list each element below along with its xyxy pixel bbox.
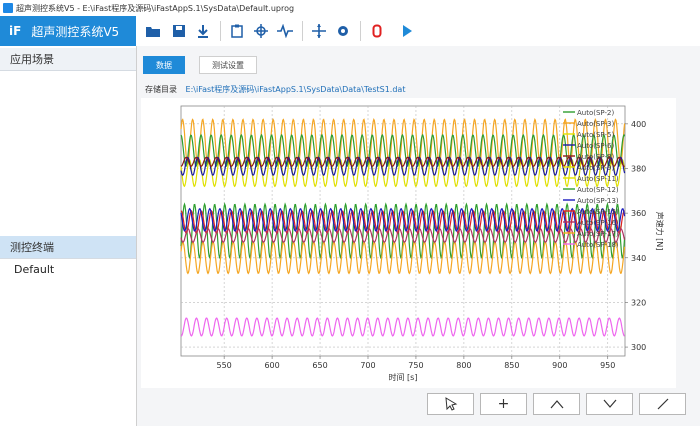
legend-entry: Auto(SP-11) [577, 175, 619, 183]
storage-dir-path[interactable]: E:\iFast程序及源码\iFastAppS.1\SysData\Data\T… [185, 85, 406, 94]
terminal-item-default[interactable]: Default [14, 263, 55, 276]
storage-dir-label: 存储目录 [145, 85, 177, 94]
chart-svg[interactable]: 550 600 650 700 750 800 850 900 950 300 320 340 360 3… [141, 98, 676, 388]
x-tick-label: 600 [264, 361, 279, 370]
series-line [180, 156, 626, 177]
scenes-header[interactable]: 应用场景 [0, 48, 136, 71]
y-axis-label: 声速力 [N] [655, 212, 665, 251]
app-brand: iF 超声测控系统V5 [0, 16, 136, 46]
x-tick-label: 700 [360, 361, 375, 370]
line-tool-button[interactable] [639, 393, 686, 415]
play-icon[interactable] [398, 22, 416, 40]
plus-icon: + [497, 396, 510, 412]
caret-down-icon [603, 399, 616, 408]
left-panel: 应用场景 测控终端 Default [0, 46, 137, 426]
window-title: 超声测控系统V5 - E:\iFast程序及源码\iFastAppS.1\Sys… [16, 3, 295, 13]
app-logo-icon [3, 3, 13, 13]
x-tick-label: 550 [217, 361, 232, 370]
storage-dir-row: 存储目录 E:\iFast程序及源码\iFastAppS.1\SysData\D… [145, 84, 405, 95]
series-line [180, 209, 625, 235]
legend-entry: Auto(SP-5) [577, 131, 614, 139]
pointer-tool-button[interactable] [427, 393, 474, 415]
main-panel: 数据 测试设置 存储目录 E:\iFast程序及源码\iFastAppS.1\S… [137, 46, 700, 426]
x-tick-label: 650 [312, 361, 327, 370]
x-tick-label: 950 [600, 361, 615, 370]
legend-entry: Auto(SP-3) [577, 120, 614, 128]
y-tick-label: 400 [631, 120, 646, 129]
waveform-icon[interactable] [276, 22, 294, 40]
x-tick-label: 900 [552, 361, 567, 370]
legend-entry: Auto(SP-18) [577, 241, 619, 249]
zero-icon[interactable] [368, 22, 386, 40]
legend-entry: Auto(SP-9) [577, 164, 614, 172]
terminal-header[interactable]: 测控终端 [0, 236, 136, 259]
legend-entry: Auto(SP-12) [577, 186, 619, 194]
up-tool-button[interactable] [533, 393, 580, 415]
series-line [180, 317, 625, 337]
open-folder-icon[interactable] [144, 22, 162, 40]
y-tick-label: 300 [631, 343, 646, 352]
legend-entry: Auto(SP-8) [577, 153, 614, 161]
add-tool-button[interactable]: + [480, 393, 527, 415]
series-line [180, 241, 626, 275]
x-tick-label: 750 [408, 361, 423, 370]
x-axis-label: 时间 [s] [389, 372, 418, 382]
crosshair-icon[interactable] [252, 22, 270, 40]
series-line [180, 158, 626, 188]
legend-entry: Auto(SP-6) [577, 142, 614, 150]
clipboard-icon[interactable] [228, 22, 246, 40]
x-tick-label: 800 [456, 361, 471, 370]
legend-entry: Auto(SP-2) [577, 109, 614, 117]
download-icon[interactable] [194, 22, 212, 40]
tab-test-settings[interactable]: 测试设置 [199, 56, 257, 74]
pointer-icon [444, 397, 457, 411]
slash-icon [657, 398, 668, 410]
series-line [180, 228, 626, 243]
chart-container: 550 600 650 700 750 800 850 900 950 300 320 340 360 3… [141, 98, 676, 388]
y-tick-label: 340 [631, 254, 646, 263]
move-icon[interactable] [310, 22, 328, 40]
series-line [180, 202, 626, 260]
legend-entry: Auto(SP-17) [577, 230, 619, 238]
window-titlebar: 超声测控系统V5 - E:\iFast程序及源码\iFastAppS.1\Sys… [0, 0, 700, 16]
brand-name: 超声测控系统V5 [31, 24, 120, 39]
legend-entry: Auto(SP-13) [577, 197, 619, 205]
tab-data[interactable]: 数据 [143, 56, 185, 74]
series-line [180, 156, 625, 168]
y-tick-label: 320 [631, 298, 646, 307]
caret-up-icon [550, 400, 563, 409]
series-line [180, 207, 626, 232]
legend-entry: Auto(SP-16) [577, 219, 619, 227]
main-tabs: 数据 测试设置 [143, 56, 271, 74]
y-tick-label: 360 [631, 209, 646, 218]
down-tool-button[interactable] [586, 393, 633, 415]
legend-entry: Auto(SP-15) [577, 208, 619, 216]
toolbar [136, 16, 700, 47]
brand-logo: iF [9, 24, 22, 38]
x-tick-label: 850 [504, 361, 519, 370]
y-tick-label: 380 [631, 165, 646, 174]
gear-icon[interactable] [334, 22, 352, 40]
save-icon[interactable] [170, 22, 188, 40]
